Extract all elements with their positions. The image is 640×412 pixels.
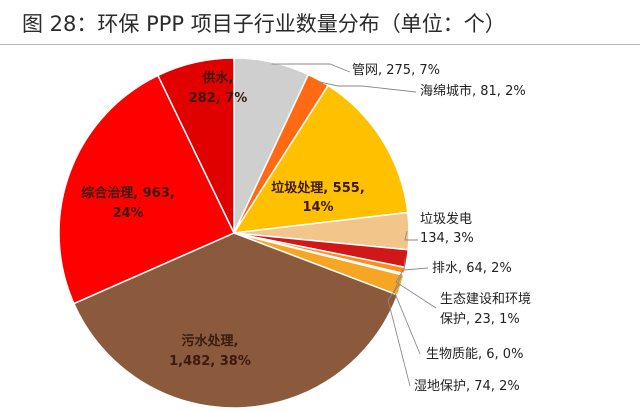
slice-label-9: 污水处理, 1,482, 38%	[169, 333, 251, 369]
slice-label-11-line-2: 282, 7%	[189, 91, 248, 106]
pie-slice-3	[232, 84, 409, 234]
pie-slice-11	[156, 57, 235, 234]
slice-label-9-line-2: 1,482, 38%	[169, 354, 251, 369]
slice-label-6-line-2: 保护, 23, 1%	[440, 312, 520, 327]
leader-line-8	[387, 284, 411, 387]
slice-label-3-line-1: 垃圾处理, 555,	[271, 180, 365, 196]
leader-line-6	[395, 269, 437, 309]
slice-label-10: 综合治理, 963, 24%	[81, 185, 175, 221]
slice-label-6: 生态建设和环境保护, 23, 1%	[440, 292, 531, 327]
slice-label-4-line-1: 垃圾发电	[420, 211, 472, 227]
pie-slice-10	[58, 74, 236, 305]
slice-label-1-line-1: 管网, 275, 7%	[352, 63, 440, 78]
slice-label-5: 排水, 64, 2%	[432, 261, 512, 276]
slice-label-11: 供水, 282, 7%	[189, 70, 248, 106]
slice-label-3-line-2: 14%	[302, 200, 333, 215]
leader-lines	[271, 63, 437, 387]
title-divider	[0, 44, 640, 45]
slice-label-9-line-1: 污水处理,	[182, 333, 239, 349]
chart-title: 图 28：环保 PPP 项目子行业数量分布（单位：个）	[22, 12, 506, 36]
leader-line-5	[403, 258, 429, 271]
slice-label-4-line-2: 134, 3%	[420, 231, 474, 246]
slice-label-10-line-2: 24%	[112, 206, 143, 221]
slice-label-4: 垃圾发电 134, 3%	[420, 211, 474, 246]
slice-label-7-line-1: 生物质能, 6, 0%	[426, 347, 523, 362]
slice-label-8: 湿地保护, 74, 2%	[414, 379, 520, 394]
slice-label-1: 管网, 275, 7%	[352, 63, 440, 78]
leader-line-1	[271, 63, 351, 73]
slice-label-2-line-1: 海绵城市, 81, 2%	[420, 83, 526, 99]
slice-label-2: 海绵城市, 81, 2%	[420, 83, 526, 99]
slice-label-11-line-1: 供水,	[202, 70, 234, 86]
slice-label-7: 生物质能, 6, 0%	[426, 347, 523, 362]
leader-line-4	[404, 231, 418, 241]
slice-label-3: 垃圾处理, 555, 14%	[271, 180, 365, 215]
slice-label-10-line-1: 综合治理, 963,	[81, 185, 175, 201]
leader-line-2	[317, 80, 417, 93]
pie-slices	[58, 57, 410, 409]
slice-label-6-line-1: 生态建设和环境	[440, 292, 531, 307]
pie-slice-9	[72, 232, 399, 409]
slice-label-5-line-1: 排水, 64, 2%	[432, 261, 512, 276]
slice-label-8-line-1: 湿地保护, 74, 2%	[414, 379, 520, 394]
slice-labels: 管网, 275, 7% 海绵城市, 81, 2% 垃圾处理, 555, 14% 垃圾发电…	[81, 63, 531, 394]
